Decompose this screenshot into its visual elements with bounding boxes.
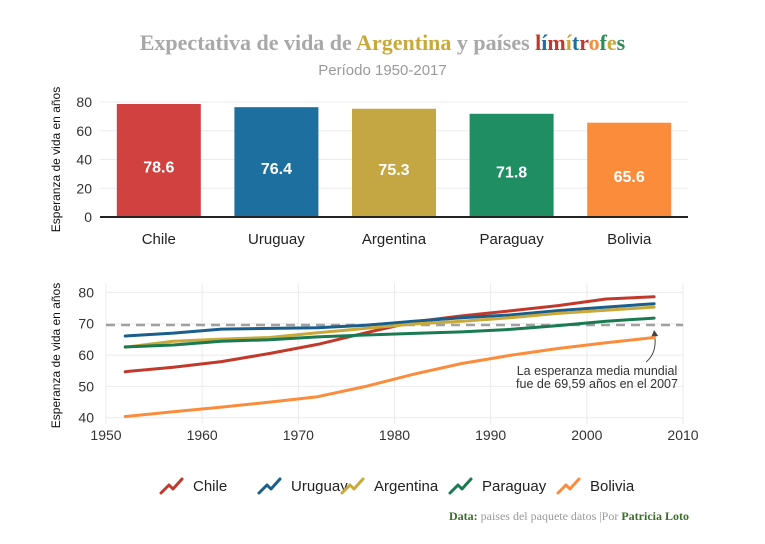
- legend-swatch-bolivia: [556, 477, 581, 495]
- title-part: l: [535, 30, 542, 55]
- legend-label: Argentina: [374, 478, 439, 495]
- bar-value-label: 78.6: [143, 160, 174, 177]
- title-part: r: [579, 30, 589, 55]
- bar-category-label: Chile: [142, 231, 176, 248]
- legend-label: Uruguay: [291, 478, 348, 495]
- bar-y-tick-label: 0: [84, 209, 92, 225]
- legend-swatch-chile: [159, 477, 184, 495]
- data-source-caption: Data: paises del paquete datos |Por Patr…: [449, 509, 689, 524]
- bar-y-axis-label: Esperanza de vida en años: [49, 87, 63, 232]
- line-x-tick-label: 1980: [379, 427, 410, 443]
- legend-swatch-paraguay: [448, 477, 473, 495]
- bar-argentina: [352, 108, 436, 217]
- bar-category-label: Bolivia: [607, 231, 652, 248]
- bar-paraguay: [469, 113, 554, 217]
- bar-chart-bars: 78.6 76.4 75.3 71.8 65.6: [116, 104, 672, 217]
- bar-y-tick-label: 40: [76, 152, 92, 168]
- line-x-tick-label: 1960: [187, 427, 218, 443]
- chart-subtitle: Período 1950-2017: [318, 62, 447, 79]
- legend-swatch-uruguay: [257, 477, 282, 495]
- line-y-axis-label: Esperanza de vida en años: [49, 283, 63, 428]
- title-part: e: [606, 30, 617, 55]
- bar-y-tick-label: 20: [76, 180, 92, 196]
- bar-bolivia: [587, 122, 672, 217]
- bar-chart-axis: 0 20 40 60 80 Esperanza de vida en años Chile U…: [49, 87, 688, 248]
- bar-y-tick-label: 80: [76, 94, 92, 110]
- series-line-argentina: [123, 305, 656, 349]
- series-line-uruguay: [123, 302, 656, 338]
- bar-category-label: Uruguay: [248, 231, 305, 248]
- annotation-arrow-head: [651, 330, 659, 338]
- caption-source: paises del paquete datos: [480, 509, 597, 523]
- bar-y-tick-label: 60: [76, 123, 92, 139]
- caption-prefix: Data:: [448, 509, 478, 523]
- title-part: Argentina: [356, 30, 452, 55]
- line-x-tick-label: 2010: [667, 427, 698, 443]
- line-chart-series: [123, 295, 656, 418]
- reference-annotation-line-1: La esperanza media mundial: [517, 364, 678, 378]
- line-y-tick-label: 50: [78, 378, 94, 394]
- bar-value-label: 75.3: [378, 162, 409, 179]
- line-chart-axis: 40 50 60 70 80 1950 1960 1970 1980 1990 2000 2010 Es…: [49, 283, 699, 443]
- series-line-paraguay: [123, 316, 656, 349]
- line-y-tick-label: 60: [78, 347, 94, 363]
- title-part: s: [616, 30, 626, 55]
- line-y-tick-label: 70: [78, 316, 94, 332]
- title-part: Expectativa de vida de: [139, 30, 357, 55]
- title-part: m: [547, 30, 566, 55]
- title-part: o: [588, 30, 600, 55]
- line-x-tick-label: 1950: [90, 427, 121, 443]
- line-y-tick-label: 80: [78, 284, 94, 300]
- bar-category-label: Argentina: [362, 231, 427, 248]
- title-part: í: [541, 30, 548, 55]
- bar-category-label: Paraguay: [479, 231, 544, 248]
- line-x-tick-label: 1970: [283, 427, 314, 443]
- title-part: t: [571, 30, 580, 55]
- caption-separator: |Por: [599, 509, 619, 523]
- line-y-tick-label: 40: [78, 410, 94, 426]
- line-x-tick-label: 2000: [571, 427, 602, 443]
- legend-label: Bolivia: [590, 478, 635, 495]
- legend-label: Chile: [193, 478, 227, 495]
- title-part: y países: [451, 30, 536, 55]
- line-x-tick-label: 1990: [475, 427, 506, 443]
- legend-swatch-argentina: [340, 477, 365, 495]
- title-part: f: [599, 30, 607, 55]
- caption-author: Patricia Loto: [621, 509, 689, 523]
- bar-value-label: 76.4: [261, 161, 292, 178]
- title-part: í: [565, 30, 572, 55]
- reference-annotation-line-2: fue de 69,59 años en el 2007: [516, 377, 678, 391]
- bar-uruguay: [234, 107, 319, 217]
- line-chart-grid: [105, 283, 684, 424]
- chart-legend: Chile Uruguay Argentina Paraguay Bolivia: [159, 477, 635, 495]
- bar-value-label: 71.8: [496, 164, 527, 181]
- bar-chile: [116, 104, 201, 217]
- legend-label: Paraguay: [482, 478, 547, 495]
- bar-value-label: 65.6: [614, 169, 645, 186]
- chart-title: Expectativa de vida de Argentina y paíse…: [0, 30, 765, 56]
- series-line-bolivia: [123, 336, 656, 418]
